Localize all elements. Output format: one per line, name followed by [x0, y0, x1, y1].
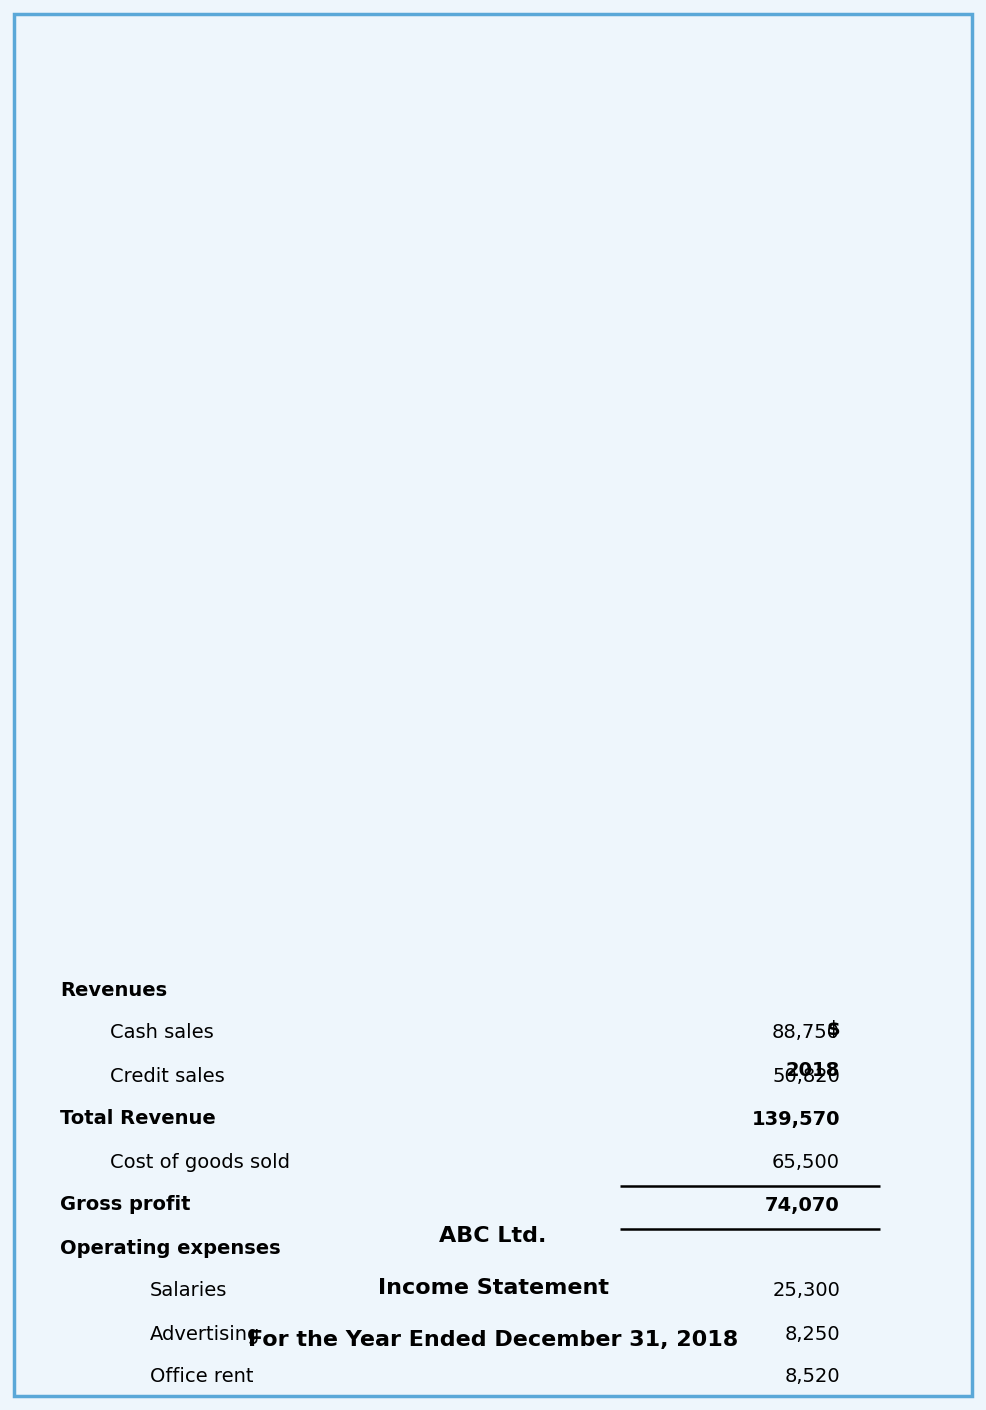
Text: 65,500: 65,500: [772, 1152, 840, 1172]
Text: Cost of goods sold: Cost of goods sold: [110, 1152, 290, 1172]
Text: Total Revenue: Total Revenue: [60, 1110, 216, 1128]
Text: Credit sales: Credit sales: [110, 1066, 225, 1086]
Text: Revenues: Revenues: [60, 980, 167, 1000]
Text: 139,570: 139,570: [751, 1110, 840, 1128]
Text: $: $: [826, 1021, 840, 1039]
Text: 50,820: 50,820: [772, 1066, 840, 1086]
Text: Salaries: Salaries: [150, 1282, 228, 1300]
Text: 8,250: 8,250: [785, 1324, 840, 1344]
Text: 88,750: 88,750: [772, 1024, 840, 1042]
Text: 8,520: 8,520: [785, 1368, 840, 1386]
Text: Gross profit: Gross profit: [60, 1196, 190, 1214]
Text: 25,300: 25,300: [772, 1282, 840, 1300]
Text: Office rent: Office rent: [150, 1368, 253, 1386]
Text: Income Statement: Income Statement: [378, 1277, 608, 1299]
Text: Advertising: Advertising: [150, 1324, 260, 1344]
Text: ABC Ltd.: ABC Ltd.: [440, 1227, 546, 1246]
Text: Operating expenses: Operating expenses: [60, 1238, 281, 1258]
Text: 2018: 2018: [786, 1060, 840, 1080]
Text: For the Year Ended December 31, 2018: For the Year Ended December 31, 2018: [247, 1330, 739, 1349]
Text: 74,070: 74,070: [765, 1196, 840, 1214]
Text: Cash sales: Cash sales: [110, 1024, 214, 1042]
